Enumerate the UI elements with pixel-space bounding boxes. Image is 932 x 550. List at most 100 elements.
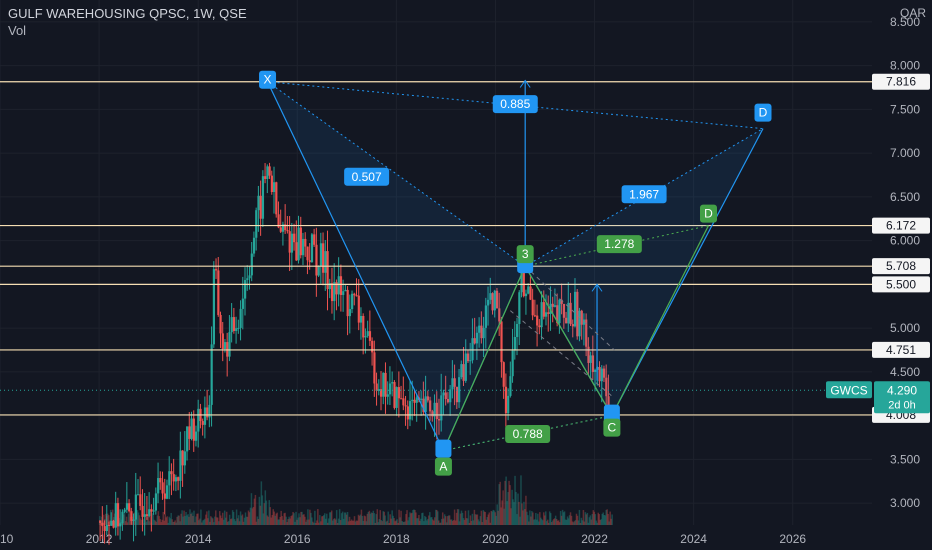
candle-body	[598, 366, 601, 382]
candle-body	[466, 353, 470, 362]
volume-bar	[556, 520, 559, 525]
candle-body	[518, 292, 521, 324]
volume-bar	[526, 511, 528, 525]
volume-bar	[340, 513, 343, 525]
volume-bar	[495, 515, 497, 525]
volume-bar	[231, 510, 234, 525]
volume-bar	[468, 522, 471, 525]
ratio-label: 0.507	[352, 170, 382, 184]
volume-bar	[306, 519, 308, 525]
volume-bar	[452, 520, 455, 525]
volume-bar	[254, 494, 257, 525]
volume-bar	[506, 501, 508, 525]
candle-body	[578, 310, 581, 337]
candle-body	[297, 227, 300, 261]
volume-bar	[601, 513, 603, 525]
candle-body	[232, 317, 236, 331]
candle-body	[268, 166, 271, 176]
candle-body	[246, 278, 249, 281]
volume-bar	[263, 503, 266, 525]
candle-body	[203, 407, 207, 425]
volume-bar	[246, 516, 249, 525]
candle-body	[161, 482, 164, 494]
candle-body	[333, 282, 336, 302]
volume-bar	[145, 521, 148, 525]
candle-body	[322, 243, 325, 273]
volume-bar	[469, 515, 472, 525]
volume-bar	[245, 516, 248, 525]
volume-bar	[588, 517, 591, 525]
volume-bar	[547, 522, 550, 525]
candle-body	[108, 524, 111, 526]
volume-bar	[285, 516, 287, 525]
candle-body	[462, 364, 465, 381]
volume-bar	[456, 509, 459, 525]
candle-body	[562, 303, 566, 318]
volume-bar	[606, 509, 608, 525]
volume-bar	[546, 519, 549, 525]
volume-bar	[335, 510, 338, 525]
point-label-box	[259, 70, 277, 89]
candle-body	[569, 302, 572, 325]
volume-bar	[389, 514, 391, 525]
candle-body	[540, 302, 543, 328]
volume-bar	[443, 514, 446, 525]
volume-bar	[528, 521, 530, 525]
level-value: 5.708	[886, 259, 916, 273]
volume-bar	[148, 521, 151, 525]
volume-bar	[587, 522, 590, 525]
volume-bar	[566, 516, 569, 525]
volume-bar	[378, 519, 381, 525]
candle-body	[493, 290, 496, 311]
volume-bar	[537, 513, 539, 525]
volume-bar	[238, 521, 241, 525]
volume-bar	[573, 521, 576, 525]
volume-bar	[225, 511, 228, 525]
volume-bar	[574, 520, 577, 525]
volume-bar	[315, 522, 317, 525]
volume-bar	[180, 513, 182, 525]
candle-body	[533, 315, 537, 317]
volume-bar	[592, 510, 595, 525]
volume-bar	[341, 511, 344, 525]
volume-bar	[190, 513, 192, 525]
volume-bar	[129, 516, 132, 525]
candle-body	[154, 493, 158, 511]
candle-body	[250, 253, 253, 276]
candle-body	[201, 421, 204, 425]
volume-bar	[415, 512, 417, 525]
volume-bar	[165, 517, 167, 525]
volume-bar	[448, 515, 451, 525]
volume-bar	[408, 517, 410, 525]
candle-body	[235, 328, 238, 331]
volume-bar	[354, 521, 357, 525]
volume-bar	[534, 519, 536, 525]
volume-bar	[384, 515, 386, 525]
candle-body	[306, 246, 309, 261]
volume-bar	[572, 522, 575, 525]
candle-body	[516, 323, 519, 337]
volume-bar	[525, 495, 527, 525]
volume-bar	[161, 519, 164, 525]
volume-bar	[593, 511, 596, 525]
volume-bar	[444, 516, 447, 525]
candle-body	[395, 387, 398, 408]
volume-bar	[594, 514, 597, 525]
volume-bar	[276, 512, 278, 525]
candle-body	[393, 382, 396, 408]
volume-bar	[275, 513, 277, 525]
candle-body	[163, 493, 166, 499]
candle-body	[295, 242, 298, 261]
volume-bar	[421, 513, 423, 525]
volume-bar	[303, 514, 305, 525]
volume-bar	[265, 500, 268, 525]
volume-bar	[321, 516, 323, 525]
volume-bar	[513, 502, 515, 525]
candle-body	[362, 315, 365, 338]
volume-bar	[192, 515, 194, 525]
volume-bar	[599, 519, 601, 525]
volume-bar	[136, 510, 139, 525]
level-value: 6.172	[886, 219, 916, 233]
candle-body	[179, 450, 182, 481]
